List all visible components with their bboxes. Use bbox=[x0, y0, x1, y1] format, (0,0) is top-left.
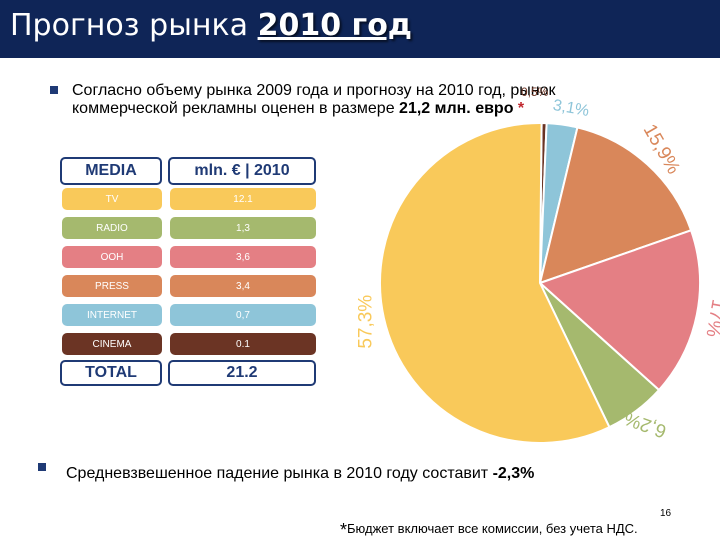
table-row-cinema-value: 0.1 bbox=[170, 333, 316, 355]
table-total-value: 21.2 bbox=[168, 360, 316, 386]
pie-label-tv: 57,3% bbox=[355, 295, 376, 349]
bullet-text-2: Средневзвешенное падение рынка в 2010 го… bbox=[66, 465, 534, 483]
bullet-marker-1 bbox=[50, 86, 58, 94]
bullet-text-1-line2-pre: коммерческой рекламны оценен в размере bbox=[72, 100, 400, 117]
market-decline-value: -2,3% bbox=[492, 465, 535, 482]
title-prefix: Прогноз рынка bbox=[10, 8, 249, 43]
pie-label-radio: 6,2% bbox=[621, 407, 669, 442]
pie-slice-tv bbox=[379, 122, 611, 444]
title-year: 2010 год bbox=[257, 8, 413, 43]
table-total-label: TOTAL bbox=[60, 360, 162, 386]
footnote-star: * bbox=[340, 520, 348, 540]
footnote-star-marker: * bbox=[513, 100, 525, 117]
pie-slice-ooh bbox=[538, 229, 701, 392]
pie-label-internet: 3,1% bbox=[552, 97, 591, 120]
page-number: 16 bbox=[660, 508, 672, 519]
table-row-radio-value: 1,3 bbox=[170, 217, 316, 239]
table-row-internet-media: INTERNET bbox=[62, 304, 162, 326]
pie-label-ooh: 17% bbox=[701, 298, 720, 339]
table-row-press-media: PRESS bbox=[62, 275, 162, 297]
table-head-media: MEDIA bbox=[60, 157, 162, 185]
bullet-marker-2 bbox=[38, 463, 46, 471]
bullet-text-2-pre: Средневзвешенное падение рынка в 2010 го… bbox=[66, 465, 493, 482]
table-row-ooh-value: 3,6 bbox=[170, 246, 316, 268]
table-head-value: mln. € | 2010 bbox=[168, 157, 316, 185]
table-row-tv-media: TV bbox=[62, 188, 162, 210]
title-bar: Прогноз рынка 2010 год bbox=[0, 0, 720, 58]
table-row-radio-media: RADIO bbox=[62, 217, 162, 239]
page-title: Прогноз рынка 2010 год bbox=[10, 8, 412, 43]
pie-slices bbox=[379, 121, 701, 444]
bullet-text-1-line1: Согласно объему рынка 2009 года и прогно… bbox=[72, 82, 556, 99]
bullet-text-1-line2: коммерческой рекламны оценен в размере 2… bbox=[72, 100, 524, 118]
table-row-cinema-media: CINEMA bbox=[62, 333, 162, 355]
table-row-ooh-media: OOH bbox=[62, 246, 162, 268]
table-row-tv-value: 12.1 bbox=[170, 188, 316, 210]
media-table: MEDIA mln. € | 2010 TV 12.1 RADIO 1,3 OO… bbox=[60, 155, 318, 387]
table-row-press-value: 3,4 bbox=[170, 275, 316, 297]
footnote: *Бюджет включает все комиссии, без учета… bbox=[340, 520, 638, 541]
table-row-internet-value: 0,7 bbox=[170, 304, 316, 326]
footnote-text: Бюджет включает все комиссии, без учета … bbox=[347, 521, 638, 536]
pie-label-cinema: 0,5% bbox=[521, 85, 549, 99]
market-size-value: 21,2 млн. евро bbox=[399, 100, 514, 117]
pie-slice-press bbox=[538, 126, 693, 285]
